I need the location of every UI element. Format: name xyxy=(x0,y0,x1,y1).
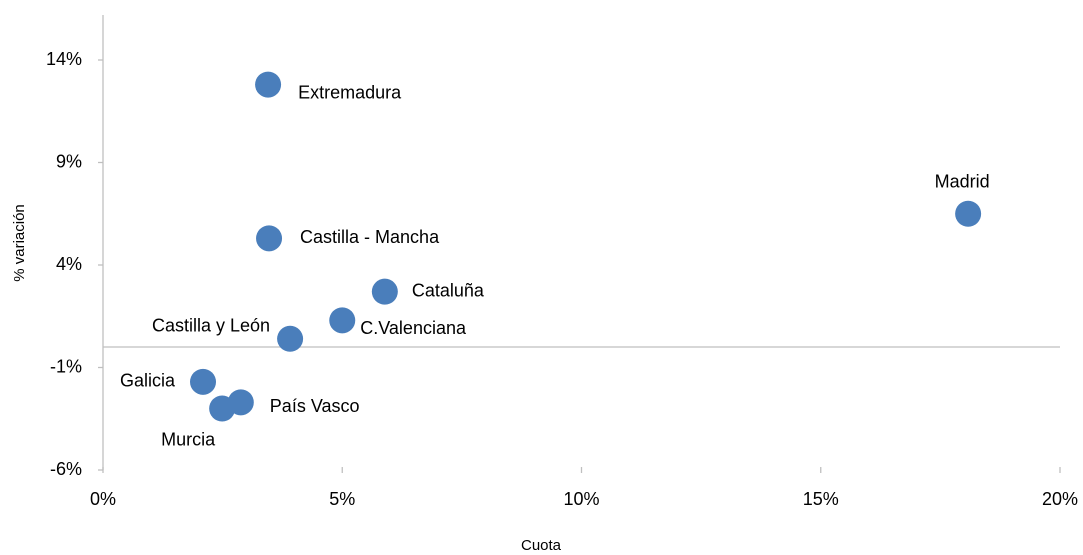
x-tick-label: 0% xyxy=(90,489,116,509)
y-tick-label: -1% xyxy=(50,356,82,376)
point-label: Extremadura xyxy=(298,82,402,102)
point-label: País Vasco xyxy=(270,396,360,416)
point xyxy=(371,278,398,305)
x-axis-title: Cuota xyxy=(521,537,562,554)
x-tick-label: 5% xyxy=(329,489,355,509)
point-label: Castilla y León xyxy=(152,316,270,336)
x-tick-label: 15% xyxy=(803,489,839,509)
point-label: Galicia xyxy=(120,371,176,391)
point-label: Murcia xyxy=(161,429,216,449)
point-label: Castilla - Mancha xyxy=(300,227,440,247)
point xyxy=(209,395,236,422)
y-tick-label: 9% xyxy=(56,151,82,171)
y-tick-label: 4% xyxy=(56,254,82,274)
x-tick-label: 10% xyxy=(563,489,599,509)
point-label: Cataluña xyxy=(412,280,485,300)
point xyxy=(277,325,304,352)
point xyxy=(955,200,982,227)
point-label: Madrid xyxy=(935,172,990,192)
y-axis-title: % variación xyxy=(11,204,28,282)
y-tick-label: 14% xyxy=(46,49,82,69)
x-tick-label: 20% xyxy=(1042,489,1078,509)
point xyxy=(329,307,356,334)
y-tick-label: -6% xyxy=(50,459,82,479)
point xyxy=(190,368,217,395)
point-label: C.Valenciana xyxy=(360,318,467,338)
point xyxy=(255,71,282,98)
point xyxy=(256,225,283,252)
